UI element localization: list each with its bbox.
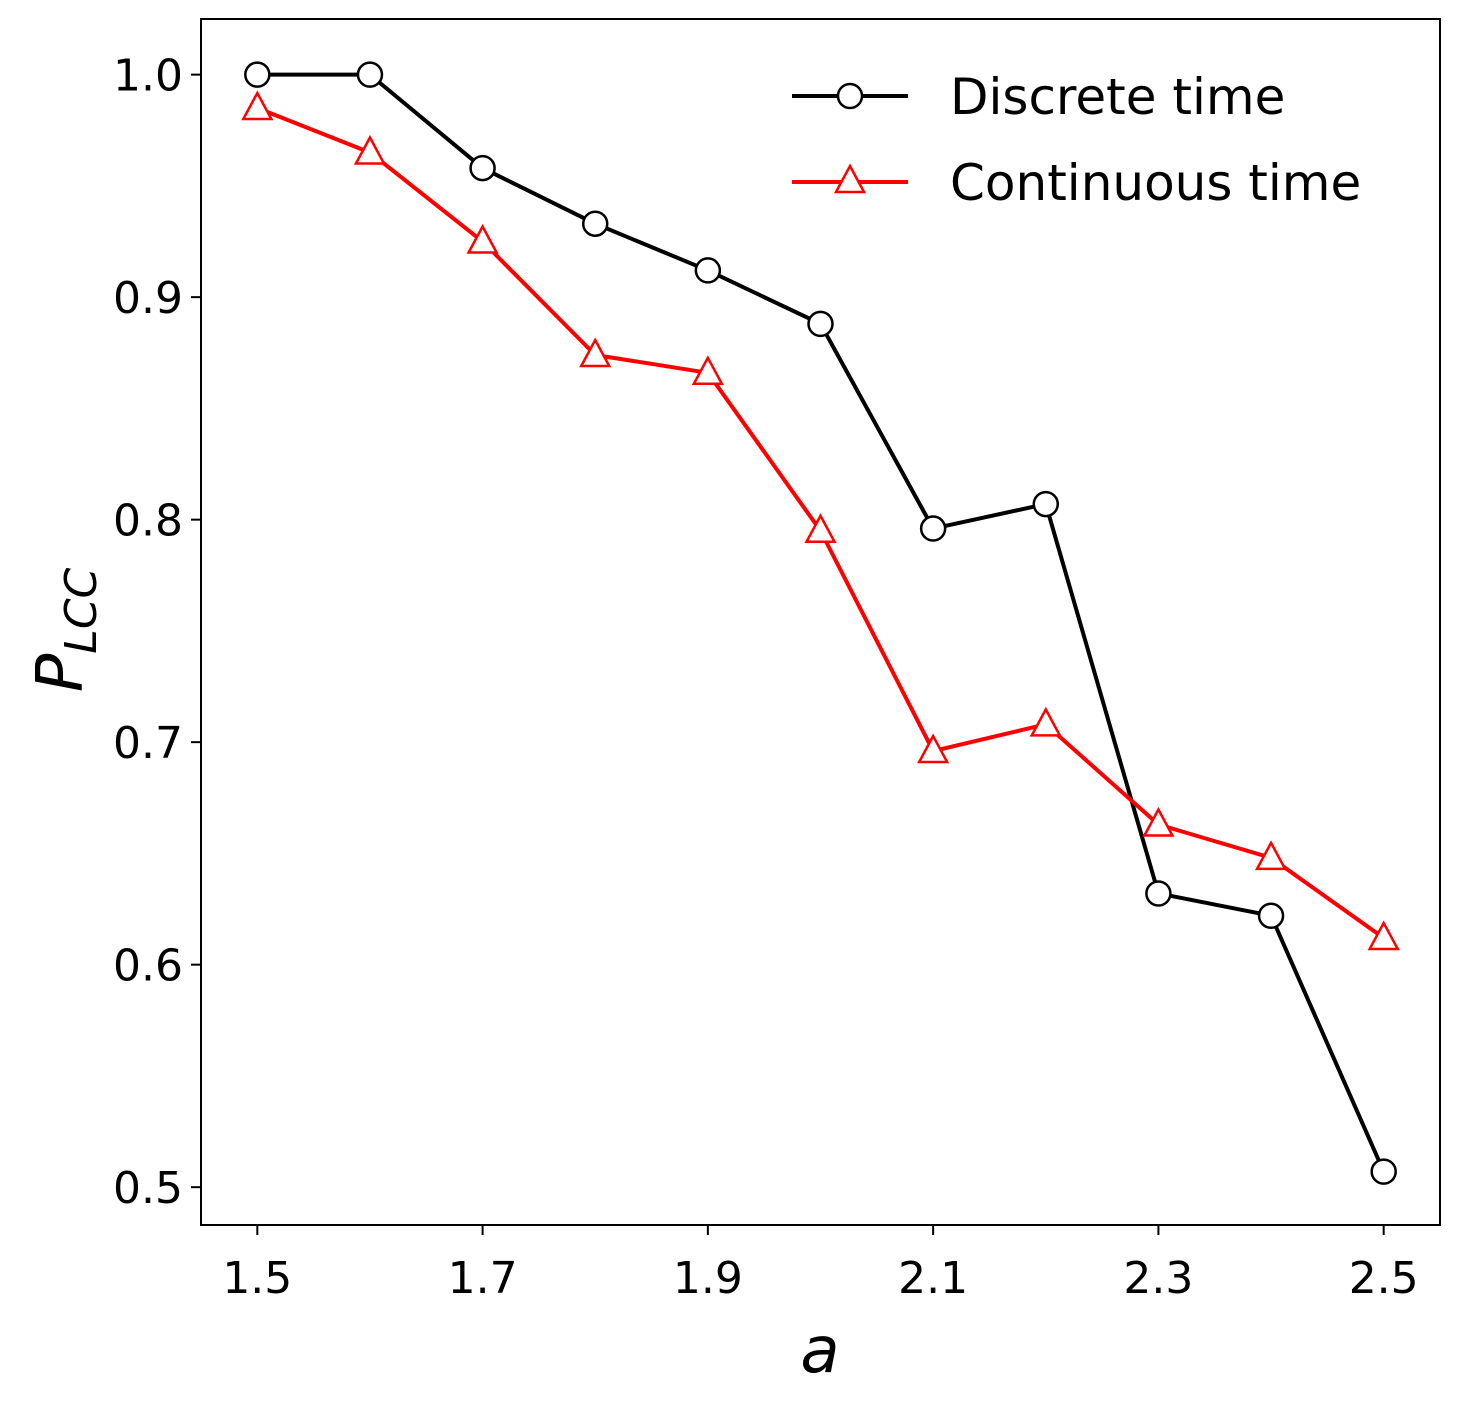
y-tick-label: 1.0 [113, 51, 183, 102]
data-point-discrete [1257, 902, 1285, 929]
y-tick-label: 0.9 [113, 273, 183, 324]
legend-label-continuous: Continuous time [950, 154, 1361, 212]
y-axis-label-main: P [24, 653, 98, 692]
legend: Discrete time Continuous time [792, 68, 1361, 212]
x-axis-ticks: 1.5 1.7 1.9 2.1 2.3 2.5 [222, 1225, 1419, 1304]
x-tick-label: 2.3 [1123, 1253, 1193, 1304]
x-tick-label: 1.7 [448, 1253, 518, 1304]
data-point-continuous [1029, 706, 1062, 737]
data-point-discrete [694, 257, 722, 284]
data-point-continuous [1367, 920, 1400, 951]
y-tick-label: 0.5 [113, 1163, 183, 1214]
data-point-continuous [917, 733, 950, 764]
y-axis-label-subscript: LCC [56, 567, 107, 653]
data-point-discrete [356, 61, 384, 88]
legend-marker-continuous [833, 163, 867, 194]
data-point-discrete [581, 210, 609, 237]
y-tick-label: 0.8 [113, 496, 183, 547]
data-point-discrete [807, 310, 834, 338]
y-tick-label: 0.6 [113, 941, 183, 992]
y-axis-label: PLCC [24, 567, 107, 692]
data-point-discrete [1032, 490, 1060, 518]
data-point-continuous [241, 90, 274, 121]
data-point-discrete [244, 61, 271, 88]
legend-label-discrete: Discrete time [950, 68, 1285, 126]
x-tick-label: 1.5 [222, 1253, 292, 1304]
x-tick-label: 2.1 [898, 1253, 968, 1304]
data-point-continuous [353, 134, 387, 165]
plot-frame [200, 18, 1441, 1226]
series-markers [241, 61, 1400, 1185]
data-point-discrete [469, 154, 496, 182]
data-point-continuous [1254, 840, 1288, 871]
legend-marker-discrete [836, 82, 864, 110]
data-point-continuous [804, 513, 837, 544]
data-point-discrete [919, 515, 947, 542]
data-point-continuous [579, 337, 612, 368]
x-tick-label: 1.9 [673, 1253, 743, 1304]
x-tick-label: 2.5 [1349, 1253, 1419, 1304]
y-axis-ticks: 0.5 0.6 0.7 0.8 0.9 1.0 [113, 51, 201, 1214]
data-point-continuous [466, 223, 499, 254]
data-point-continuous [691, 355, 724, 386]
data-point-discrete [1145, 880, 1172, 907]
data-point-discrete [1370, 1158, 1397, 1185]
x-axis-label: a [800, 1314, 839, 1388]
y-tick-label: 0.7 [113, 718, 183, 769]
data-point-continuous [1142, 806, 1175, 837]
